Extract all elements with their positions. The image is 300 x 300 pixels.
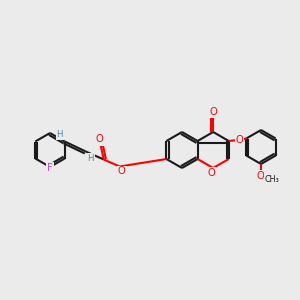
Text: CH₃: CH₃ xyxy=(265,175,279,184)
Text: H: H xyxy=(56,130,63,139)
Text: O: O xyxy=(96,134,104,145)
Text: O: O xyxy=(209,107,217,117)
Text: O: O xyxy=(207,168,215,178)
Text: F: F xyxy=(47,163,53,173)
Text: O: O xyxy=(118,167,126,176)
Text: O: O xyxy=(256,171,264,181)
Text: H: H xyxy=(88,154,94,163)
Text: O: O xyxy=(236,135,243,145)
